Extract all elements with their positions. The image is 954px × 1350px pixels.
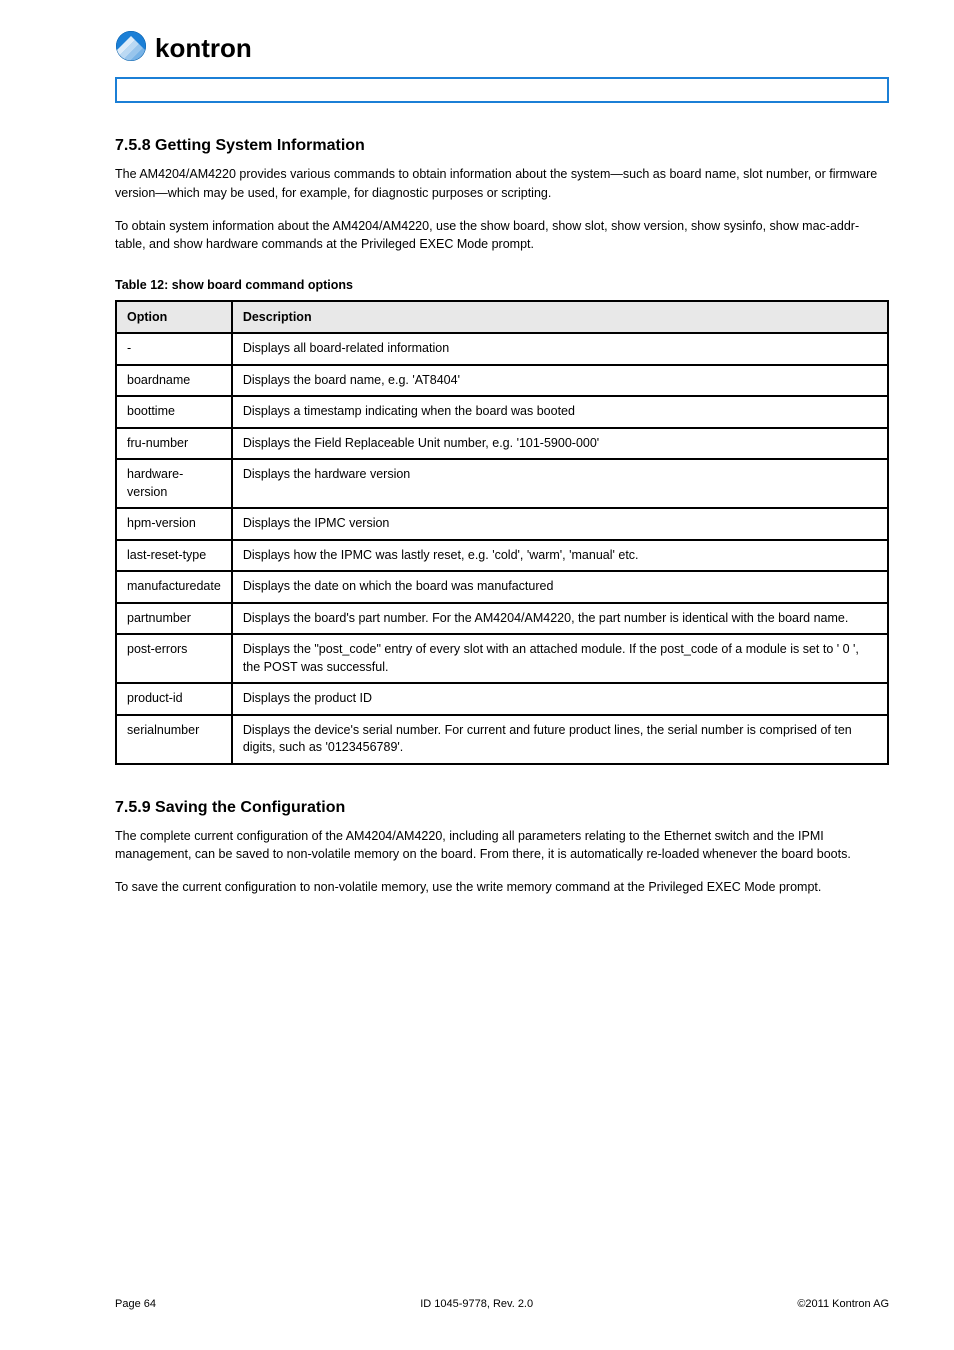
table-row: last-reset-typeDisplays how the IPMC was… [116,540,888,572]
footer-doc-id: ID 1045-9778, Rev. 2.0 [420,1298,533,1310]
table-cell-option: hpm-version [116,508,232,540]
table-row: product-idDisplays the product ID [116,683,888,715]
table-cell-option: partnumber [116,603,232,635]
section-heading-saveconfig: 7.5.9 Saving the Configuration [115,799,889,817]
header-rule-box [115,77,889,103]
table-row: fru-numberDisplays the Field Replaceable… [116,428,888,460]
table-caption: Table 12: show board command options [115,278,889,292]
table-row: partnumberDisplays the board's part numb… [116,603,888,635]
table-row: boottimeDisplays a timestamp indicating … [116,396,888,428]
table-cell-option: boardname [116,365,232,397]
logo-text: kontron [155,33,252,64]
table-cell-option: product-id [116,683,232,715]
table-cell-option: fru-number [116,428,232,460]
body-paragraph: To save the current configuration to non… [115,878,889,897]
table-cell-desc: Displays the board's part number. For th… [232,603,888,635]
table-cell-desc: Displays the product ID [232,683,888,715]
footer-page-number: Page 64 [115,1298,156,1310]
table-cell-desc: Displays the IPMC version [232,508,888,540]
table-cell-option: hardware-version [116,459,232,508]
table-row: hpm-versionDisplays the IPMC version [116,508,888,540]
logo-area: kontron [60,30,894,67]
table-cell-option: post-errors [116,634,232,683]
table-header-row: Option Description [116,301,888,333]
table-cell-desc: Displays a timestamp indicating when the… [232,396,888,428]
page-footer: Page 64 ID 1045-9778, Rev. 2.0 ©2011 Kon… [60,1298,894,1310]
table-row: manufacturedateDisplays the date on whic… [116,571,888,603]
table-row: post-errorsDisplays the "post_code" entr… [116,634,888,683]
table-cell-desc: Displays all board-related information [232,333,888,365]
table-cell-desc: Displays the hardware version [232,459,888,508]
body-paragraph: The complete current configuration of th… [115,827,889,865]
body-paragraph: To obtain system information about the A… [115,217,889,255]
body-paragraph: The AM4204/AM4220 provides various comma… [115,165,889,203]
show-board-options-table: Option Description -Displays all board-r… [115,300,889,765]
table-cell-desc: Displays the date on which the board was… [232,571,888,603]
table-cell-desc: Displays the device's serial number. For… [232,715,888,764]
table-row: hardware-versionDisplays the hardware ve… [116,459,888,508]
table-cell-desc: Displays the board name, e.g. 'AT8404' [232,365,888,397]
table-cell-desc: Displays the "post_code" entry of every … [232,634,888,683]
table-cell-option: last-reset-type [116,540,232,572]
page-content: 7.5.8 Getting System Information The AM4… [60,137,894,897]
table-cell-option: - [116,333,232,365]
kontron-logo-icon [115,30,147,67]
table-cell-option: serialnumber [116,715,232,764]
table-cell-desc: Displays how the IPMC was lastly reset, … [232,540,888,572]
footer-copyright: ©2011 Kontron AG [797,1298,889,1310]
table-row: boardnameDisplays the board name, e.g. '… [116,365,888,397]
table-cell-desc: Displays the Field Replaceable Unit numb… [232,428,888,460]
table-cell-option: manufacturedate [116,571,232,603]
section-heading-sysinfo: 7.5.8 Getting System Information [115,137,889,155]
table-cell-option: boottime [116,396,232,428]
table-header-option: Option [116,301,232,333]
table-row: -Displays all board-related information [116,333,888,365]
table-row: serialnumberDisplays the device's serial… [116,715,888,764]
table-header-description: Description [232,301,888,333]
